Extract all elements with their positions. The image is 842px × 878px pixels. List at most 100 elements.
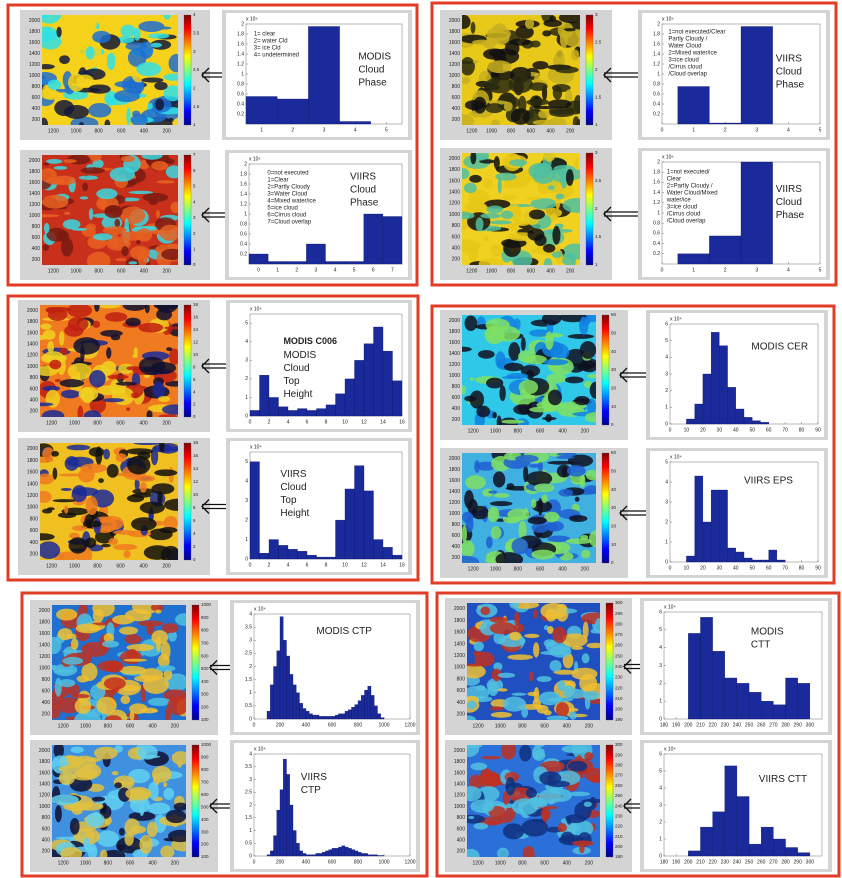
bar [719,346,727,424]
bar [303,853,306,856]
map-blob [559,489,574,497]
map-blob [156,210,160,218]
x-tick-label: 90 [815,427,821,433]
map-blob [86,813,105,828]
map-blob [125,609,152,621]
bar [345,711,348,719]
map-x-tick-label: 200 [566,268,575,274]
map-y-tick-label: 1200 [39,654,50,660]
chart-label: Phase [776,210,805,221]
chart-label: MODIS [358,52,391,63]
map-blob [519,380,539,394]
map-y-tick-label: 1800 [454,759,465,765]
colorbar-tick-label: 400 [201,679,209,684]
x-tick-label: 90 [815,565,821,571]
chart-label: VIIRS [776,184,802,195]
bar [355,360,365,416]
bar [298,551,308,559]
colorbar-tick-label: 14 [193,466,199,471]
x-tick-label: 12 [361,419,367,425]
map-y-tick-label: 1800 [27,458,38,464]
map-blob [134,347,138,356]
map-blob [155,98,164,110]
colorbar-tick-label: 10 [611,542,617,547]
map-x-tick-label: 600 [126,860,135,866]
colorbar-tick-label: 230 [615,813,623,818]
map-blob [482,178,493,188]
map-y-tick-label: 1000 [29,213,40,219]
map-blob [541,808,551,820]
map-x-tick-label: 600 [116,563,125,569]
map-x-tick-label: 800 [518,860,527,866]
bar [786,678,798,719]
bar [342,846,345,856]
map-x-tick-label: 1000 [490,566,501,572]
map-blob [569,711,577,720]
y-tick-label: 4 [245,479,248,485]
x-tick-label: 4 [287,419,290,425]
map-blob [461,77,471,84]
map-blob [579,843,585,853]
map-x-tick-label: 1000 [495,723,506,729]
legend-note: 2= water Cld [254,39,288,45]
map-blob [148,33,169,38]
map-blob [571,668,597,680]
map-blob [569,792,590,797]
map-x-tick-label: 1000 [80,860,91,866]
map-image [33,297,189,422]
map-blob [56,27,61,38]
map-blob [159,225,181,241]
map-y-tick-label: 2000 [454,606,465,612]
map-blob [82,663,98,681]
map-blob [521,337,526,351]
y-tick-label: 2 [249,664,252,670]
map-blob [86,224,96,231]
map-y-tick-label: 200 [457,849,466,855]
x-tick-label: 1200 [404,722,415,728]
map-blob [147,822,158,838]
y-tick-label: 0.6 [653,91,660,97]
map-blob [555,66,578,73]
colorbar-tick-label: 1.5 [595,95,602,100]
bar [383,547,393,559]
map-y-tick-label: 1400 [449,489,460,495]
map-blob [494,156,500,169]
map-blob [138,323,163,333]
x-tick-label: 8 [325,562,328,568]
bar [374,327,384,416]
map-blob [143,193,169,202]
x-tick-label: 50 [749,427,755,433]
y-tick-label: 1 [665,405,668,411]
bar [274,667,277,720]
map-blob [125,634,142,644]
bar [695,476,703,562]
map-blob [469,175,482,183]
colorbar-tick-label: 290 [615,752,623,757]
map-blob [54,100,74,116]
y-tick-label: 1 [249,828,252,834]
map-y-tick-label: 1800 [39,620,50,626]
map-blob [134,28,141,41]
map-y-tick-label: 800 [30,375,39,381]
map-blob [558,680,565,691]
map-x-tick-label: 600 [117,128,126,134]
map-x-tick-label: 1000 [69,563,80,569]
map-blob [538,110,549,118]
map-blob [491,712,512,718]
map-blob [138,249,148,267]
map-blob [126,108,131,125]
y-tick-label: 2.5 [245,790,252,796]
map-x-tick-label: 600 [527,268,536,274]
bar [393,555,403,559]
map-blob [495,173,516,181]
map-y-tick-label: 800 [452,384,461,390]
y-tick-label: 2 [241,21,244,27]
map-x-tick-label: 200 [566,128,575,134]
map-x-tick-label: 1200 [468,566,479,572]
colorbar-tick-label: 700 [201,780,209,785]
map-blob [550,645,572,657]
map-blob [492,412,496,418]
map-x-tick-label: 800 [93,420,102,426]
x-tick-label: 16 [399,419,405,425]
bar [383,217,402,265]
